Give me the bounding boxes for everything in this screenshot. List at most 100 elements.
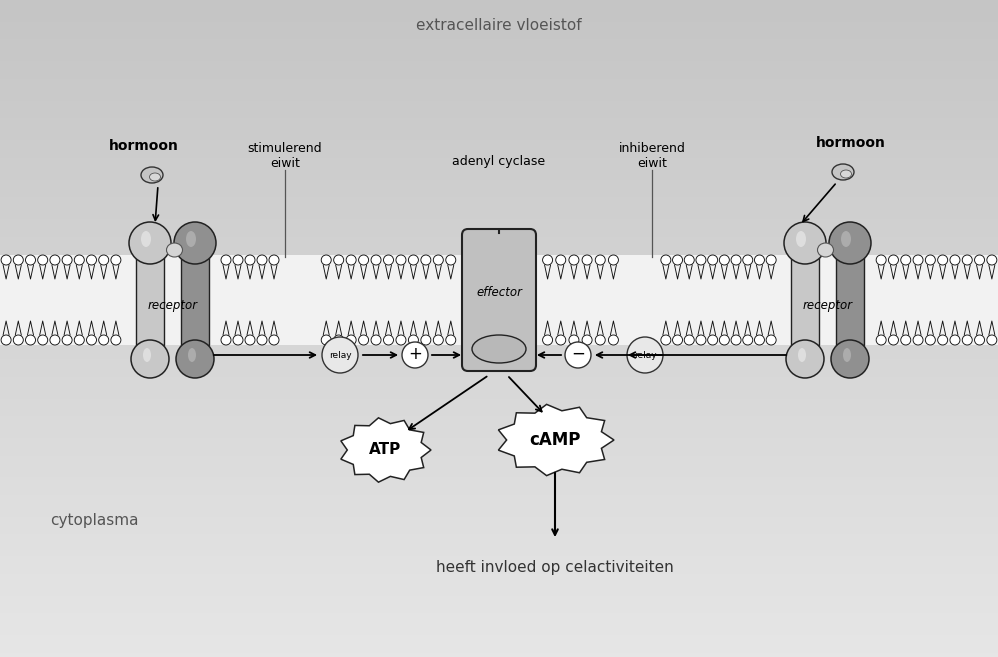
Text: receptor: receptor: [802, 298, 852, 311]
Bar: [0, 533, 998, 539]
Bar: [0, 432, 998, 438]
Circle shape: [938, 255, 948, 265]
Circle shape: [99, 255, 109, 265]
Bar: [0, 428, 998, 434]
Bar: [0, 21, 998, 26]
Bar: [0, 581, 998, 587]
Bar: [0, 248, 998, 254]
Bar: [0, 625, 998, 631]
Circle shape: [111, 255, 121, 265]
Bar: [0, 450, 998, 455]
Ellipse shape: [784, 222, 826, 264]
Circle shape: [38, 335, 48, 345]
Circle shape: [901, 335, 911, 345]
Ellipse shape: [131, 340, 169, 378]
Bar: [0, 595, 998, 600]
Bar: [0, 319, 998, 324]
Bar: [0, 3, 998, 9]
Bar: [0, 174, 998, 179]
Circle shape: [743, 255, 752, 265]
Bar: [0, 498, 998, 504]
Bar: [0, 100, 998, 105]
Text: inhiberend
eiwit: inhiberend eiwit: [619, 142, 686, 170]
Circle shape: [673, 335, 683, 345]
Ellipse shape: [174, 222, 216, 264]
Circle shape: [888, 255, 898, 265]
Bar: [0, 231, 998, 237]
Circle shape: [627, 337, 663, 373]
Circle shape: [766, 255, 776, 265]
Circle shape: [358, 335, 368, 345]
Bar: [0, 652, 998, 657]
Bar: [0, 34, 998, 39]
Text: cytoplasma: cytoplasma: [50, 512, 139, 528]
Bar: [0, 568, 998, 574]
Circle shape: [321, 335, 331, 345]
Bar: [0, 350, 998, 355]
Bar: [0, 192, 998, 197]
Circle shape: [569, 255, 579, 265]
Bar: [0, 577, 998, 583]
Circle shape: [913, 255, 923, 265]
Circle shape: [371, 255, 381, 265]
Text: +: +: [408, 345, 422, 363]
Bar: [0, 551, 998, 556]
Bar: [0, 340, 998, 346]
Bar: [0, 323, 998, 328]
Bar: [0, 643, 998, 648]
Bar: [0, 25, 998, 31]
Polygon shape: [498, 404, 614, 476]
Bar: [0, 310, 998, 315]
Circle shape: [732, 255, 742, 265]
Bar: [0, 43, 998, 48]
Bar: [0, 258, 998, 263]
Circle shape: [321, 255, 331, 265]
Bar: [0, 253, 998, 258]
Bar: [0, 629, 998, 635]
Bar: [0, 560, 998, 565]
Circle shape: [720, 255, 730, 265]
Circle shape: [754, 335, 764, 345]
Bar: [181, 255, 209, 345]
Circle shape: [925, 335, 935, 345]
Bar: [0, 476, 998, 482]
Circle shape: [111, 335, 121, 345]
Ellipse shape: [840, 170, 851, 178]
Bar: [0, 358, 998, 363]
Circle shape: [433, 255, 443, 265]
Circle shape: [975, 335, 985, 345]
Text: hormoon: hormoon: [816, 136, 886, 150]
Bar: [0, 621, 998, 626]
Ellipse shape: [141, 167, 163, 183]
Circle shape: [913, 335, 923, 345]
Circle shape: [556, 335, 566, 345]
Ellipse shape: [841, 231, 851, 247]
Bar: [0, 170, 998, 175]
Ellipse shape: [188, 348, 196, 362]
Bar: [0, 472, 998, 478]
Bar: [791, 255, 819, 345]
Bar: [0, 56, 998, 61]
Bar: [0, 156, 998, 162]
Circle shape: [950, 335, 960, 345]
Bar: [0, 485, 998, 491]
Circle shape: [595, 255, 605, 265]
Text: effector: effector: [476, 286, 522, 298]
Circle shape: [876, 335, 886, 345]
Bar: [0, 603, 998, 609]
Circle shape: [221, 255, 231, 265]
Bar: [0, 240, 998, 245]
Circle shape: [245, 335, 255, 345]
Bar: [0, 524, 998, 530]
Bar: [0, 87, 998, 92]
Bar: [0, 51, 998, 57]
Bar: [0, 437, 998, 442]
Circle shape: [50, 335, 60, 345]
Bar: [0, 104, 998, 110]
Circle shape: [888, 335, 898, 345]
Bar: [0, 152, 998, 158]
Bar: [0, 424, 998, 429]
Bar: [0, 555, 998, 560]
Bar: [0, 16, 998, 22]
Bar: [0, 30, 998, 35]
